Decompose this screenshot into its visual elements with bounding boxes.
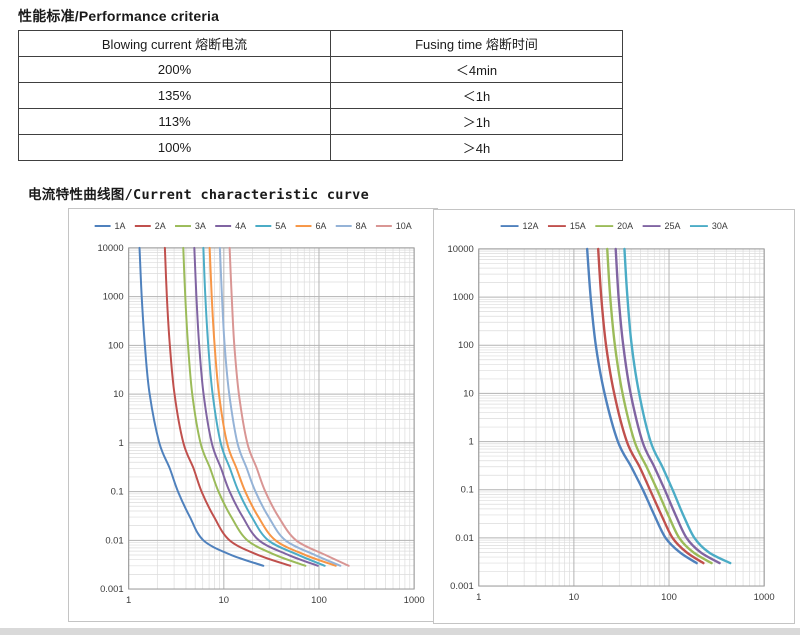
y-tick-label: 10000 [97, 243, 123, 254]
legend-item-10A: 10A [375, 221, 412, 231]
curve-12A [585, 247, 698, 565]
legend-label: 25A [665, 221, 681, 231]
y-tick-label: 10 [113, 389, 123, 400]
legend-label: 12A [523, 221, 539, 231]
curve-1A [138, 246, 265, 567]
curve-30A [623, 247, 732, 565]
x-tick-label: 1 [476, 592, 481, 603]
legend-item-25A: 25A [642, 221, 681, 231]
x-tick-label: 10 [569, 592, 580, 603]
legend-item-2A: 2A [134, 221, 166, 231]
table-row: 135% ＜1h [18, 82, 623, 109]
legend-item-1A: 1A [94, 221, 126, 231]
legend-label: 3A [195, 221, 206, 231]
curve-section-title: 电流特性曲线图/Current characteristic curve [28, 187, 370, 203]
legend-item-15A: 15A [547, 221, 586, 231]
blowing-current-value: 200% [18, 56, 331, 83]
y-tick-label: 0.1 [111, 487, 124, 498]
performance-table: Blowing current 熔断电流 Fusing time 熔断时间 20… [18, 30, 623, 161]
x-tick-label: 10 [219, 595, 230, 606]
grid [128, 247, 415, 590]
legend-item-30A: 30A [689, 221, 728, 231]
legend-label: 1A [115, 221, 126, 231]
fusing-time-value: ＜4min [330, 56, 623, 83]
legend-item-8A: 8A [335, 221, 367, 231]
fusing-time-value: ＞1h [330, 108, 623, 135]
table-row: 100% ＞4h [18, 134, 623, 161]
legend-label: 10A [396, 221, 412, 231]
legend-item-12A: 12A [500, 221, 539, 231]
blowing-current-value: 100% [18, 134, 331, 161]
legend-item-3A: 3A [175, 221, 206, 231]
legend-label: 20A [617, 221, 633, 231]
x-tick-label: 1 [126, 595, 131, 606]
performance-criteria-title: 性能标准/Performance criteria [18, 8, 220, 24]
table-row: 113% ＞1h [18, 108, 623, 135]
legend: 12A 15A 20A 25A 30A [500, 221, 728, 231]
page-edge-shadow [0, 628, 800, 635]
fusing-time-value: ＜1h [330, 82, 623, 109]
legend-label: 2A [155, 221, 166, 231]
x-tick-label: 1000 [754, 592, 775, 603]
y-tick-label: 0.001 [100, 584, 124, 595]
y-tick-label: 1 [469, 437, 474, 448]
blowing-current-value: 113% [18, 108, 331, 135]
y-tick-label: 0.01 [455, 533, 473, 544]
legend-label: 6A [315, 221, 326, 231]
y-tick-label: 1000 [453, 292, 474, 303]
curve-2A [163, 246, 292, 567]
x-tick-label: 1000 [404, 595, 425, 606]
legend-label: 8A [356, 221, 367, 231]
curve-3A [182, 246, 307, 567]
curve-4A [193, 246, 319, 567]
plot-border [128, 247, 415, 590]
y-tick-label: 100 [458, 340, 474, 351]
y-tick-label: 0.1 [461, 485, 474, 496]
table-row: 200% ＜4min [18, 56, 623, 83]
curve-5A [202, 246, 326, 567]
chart-panel-small-ratings: 10000 1000 100 10 1 0.1 0.01 0.001 1 10 100 1000 1A 2… [68, 208, 438, 622]
curve-20A [606, 247, 713, 565]
fusing-time-value: ＞4h [330, 134, 623, 161]
y-tick-label: 10000 [448, 244, 474, 255]
x-tick-label: 100 [661, 592, 677, 603]
curve-15A [596, 247, 705, 565]
blowing-current-value: 135% [18, 82, 331, 109]
y-tick-label: 100 [108, 340, 124, 351]
legend-label: 15A [570, 221, 586, 231]
curve-6A [208, 246, 337, 567]
legend-item-20A: 20A [595, 221, 633, 231]
plot-border [478, 248, 765, 587]
x-tick-label: 100 [311, 595, 327, 606]
table-header-row: Blowing current 熔断电流 Fusing time 熔断时间 [18, 30, 623, 57]
col-header-fusing-time: Fusing time 熔断时间 [330, 30, 623, 57]
legend-label: 5A [275, 221, 286, 231]
curve-25A [614, 247, 721, 565]
chart-panel-large-ratings: 10000 1000 100 10 1 0.1 0.01 0.001 1 10 100 1000 12A… [433, 209, 795, 624]
legend-item-6A: 6A [295, 221, 326, 231]
legend-label: 4A [235, 221, 246, 231]
y-tick-label: 0.01 [105, 535, 123, 546]
curve-8A [218, 246, 342, 567]
col-header-blowing-current: Blowing current 熔断电流 [18, 30, 331, 57]
legend-item-4A: 4A [215, 221, 246, 231]
grid [478, 248, 765, 587]
y-tick-label: 1 [118, 438, 123, 449]
y-tick-label: 10 [463, 388, 474, 399]
legend-label: 30A [712, 221, 728, 231]
y-tick-label: 1000 [103, 292, 124, 303]
legend-item-5A: 5A [255, 221, 286, 231]
curve-10A [228, 246, 350, 567]
y-tick-label: 0.001 [450, 581, 474, 592]
legend: 1A 2A 3A 4A 5A 6A 8A 10A [94, 221, 412, 231]
